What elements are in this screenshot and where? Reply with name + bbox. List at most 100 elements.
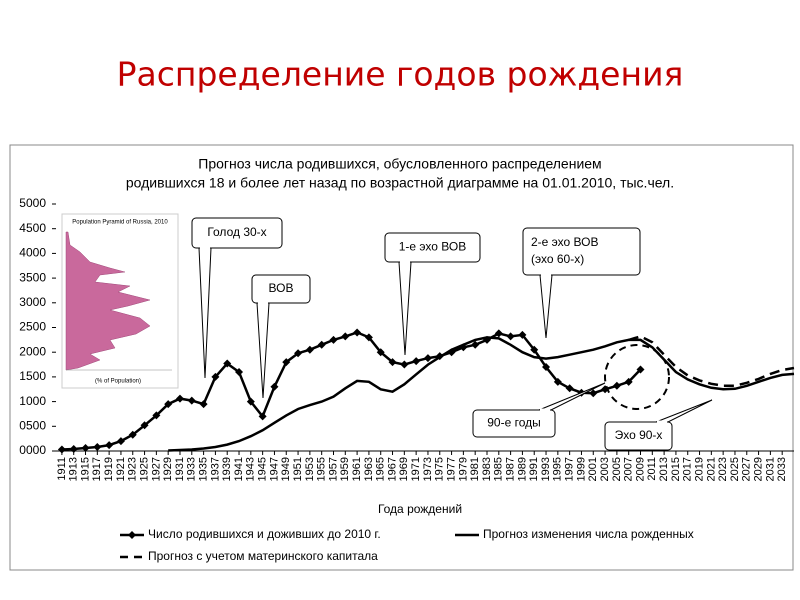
callout-cover xyxy=(200,246,210,250)
legend-label: Прогноз с учетом материнского капитала xyxy=(148,549,378,563)
legend-label: Прогноз изменения числа рожденных xyxy=(483,527,694,541)
series-line xyxy=(168,336,795,452)
marker xyxy=(164,400,173,409)
x-tick-label: 1931 xyxy=(174,457,186,481)
x-tick-label: 1963 xyxy=(363,457,375,481)
chart-title: родившихся 18 и более лет назад по возра… xyxy=(126,175,674,191)
y-tick-label: 0500 xyxy=(19,418,46,432)
x-tick-label: 2005 xyxy=(611,457,623,481)
x-tick-label: 2015 xyxy=(670,457,682,481)
x-tick-label: 1927 xyxy=(150,457,162,481)
x-tick-label: 1993 xyxy=(540,457,552,481)
callout-text: (эхо 60-х) xyxy=(531,252,584,266)
marker xyxy=(270,382,279,391)
x-tick-label: 1991 xyxy=(528,457,540,481)
chart-title: Прогноз числа родившихся, обусловленного… xyxy=(198,156,601,172)
x-tick-label: 2025 xyxy=(729,457,741,481)
y-tick-label: 3000 xyxy=(19,295,46,309)
marker xyxy=(589,389,598,398)
marker xyxy=(353,328,362,337)
marker xyxy=(471,340,480,349)
y-tick-label: 1000 xyxy=(19,394,46,408)
highlight-circle xyxy=(604,344,670,410)
x-tick-label: 1929 xyxy=(162,457,174,481)
slide-title: Распределение годов рождения xyxy=(117,55,684,94)
x-tick-label: 2031 xyxy=(764,457,776,481)
inset-pyramid xyxy=(65,231,151,371)
x-axis-label: Года рождений xyxy=(378,502,462,516)
x-tick-label: 1961 xyxy=(351,457,363,481)
x-tick-label: 1979 xyxy=(457,457,469,481)
callout-text: Эхо 90-х xyxy=(615,428,663,442)
marker xyxy=(412,357,421,366)
inset-title: Population Pyramid of Russia, 2010 xyxy=(72,220,168,226)
y-tick-label: 3500 xyxy=(19,270,46,284)
x-tick-label: 2019 xyxy=(693,457,705,481)
marker xyxy=(81,444,90,453)
callout-cover xyxy=(258,301,268,305)
x-tick-label: 1983 xyxy=(481,457,493,481)
x-tick-label: 1965 xyxy=(375,457,387,481)
callout-cover xyxy=(657,420,667,424)
x-tick-label: 1969 xyxy=(398,457,410,481)
marker xyxy=(223,359,232,368)
y-tick-label: 2500 xyxy=(19,320,46,334)
marker xyxy=(128,430,137,439)
x-tick-label: 1985 xyxy=(493,457,505,481)
x-tick-label: 1977 xyxy=(445,457,457,481)
x-tick-label: 1971 xyxy=(410,457,422,481)
x-tick-label: 2003 xyxy=(599,457,611,481)
marker xyxy=(294,349,303,358)
callout-text: 90-е годы xyxy=(487,416,541,430)
callout-text: Голод 30-х xyxy=(207,225,266,239)
y-tick-label: 1500 xyxy=(19,369,46,383)
marker xyxy=(341,332,350,341)
x-tick-label: 1911 xyxy=(56,457,68,481)
legend-label: Число родившихся и доживших до 2010 г. xyxy=(148,527,381,541)
x-tick-label: 1947 xyxy=(268,457,280,481)
callout-cover xyxy=(400,260,410,264)
x-tick-label: 2033 xyxy=(776,457,788,481)
callout-box xyxy=(472,409,556,438)
marker xyxy=(612,381,621,390)
x-tick-label: 1941 xyxy=(233,457,245,481)
x-tick-label: 1999 xyxy=(575,457,587,481)
callout-text: 2-е эхо ВОВ xyxy=(531,235,598,249)
x-tick-label: 1997 xyxy=(564,457,576,481)
x-tick-label: 2009 xyxy=(634,457,646,481)
x-tick-label: 2007 xyxy=(623,457,635,481)
x-tick-label: 1923 xyxy=(127,457,139,481)
x-tick-label: 1935 xyxy=(198,457,210,481)
x-tick-label: 2017 xyxy=(682,457,694,481)
x-tick-label: 1987 xyxy=(505,457,517,481)
x-tick-label: 1981 xyxy=(469,457,481,481)
x-tick-label: 2023 xyxy=(717,457,729,481)
callout-box xyxy=(522,227,641,276)
x-tick-label: 2027 xyxy=(741,457,753,481)
marker xyxy=(542,363,551,372)
x-tick-label: 1921 xyxy=(115,457,127,481)
callout-cover xyxy=(540,408,550,412)
marker xyxy=(140,421,149,430)
x-tick-label: 1973 xyxy=(422,457,434,481)
x-tick-label: 1989 xyxy=(516,457,528,481)
marker xyxy=(506,332,515,341)
x-tick-label: 2001 xyxy=(587,457,599,481)
callout-box xyxy=(384,232,481,263)
callout-box xyxy=(604,421,673,451)
marker xyxy=(601,385,610,394)
marker xyxy=(175,394,184,403)
x-tick-label: 1951 xyxy=(292,457,304,481)
callout-text: ВОВ xyxy=(269,281,294,295)
x-tick-label: 1915 xyxy=(79,457,91,481)
series-line xyxy=(628,335,795,388)
x-tick-label: 2021 xyxy=(705,457,717,481)
x-tick-label: 2011 xyxy=(646,457,658,481)
x-tick-label: 1939 xyxy=(221,457,233,481)
x-tick-label: 1937 xyxy=(209,457,221,481)
x-tick-label: 1995 xyxy=(552,457,564,481)
y-tick-label: 4500 xyxy=(19,221,46,235)
marker xyxy=(329,335,338,344)
marker xyxy=(317,340,326,349)
